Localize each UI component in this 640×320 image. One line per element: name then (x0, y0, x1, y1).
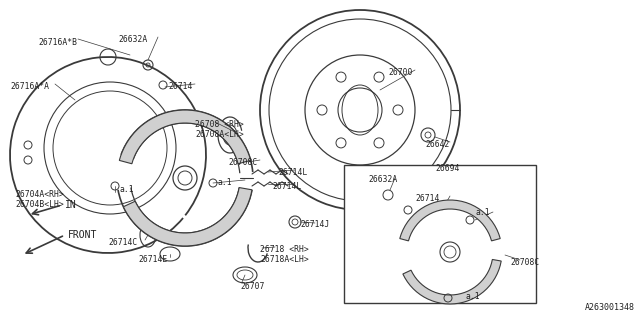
Text: 26714: 26714 (415, 194, 440, 203)
Text: 26714C: 26714C (108, 238, 137, 247)
Text: 26707: 26707 (240, 282, 264, 291)
Text: IN: IN (65, 200, 77, 210)
Text: 26714J: 26714J (300, 220, 329, 229)
Bar (344, 165, 536, 303)
Text: a.1: a.1 (476, 208, 491, 217)
Text: 26716A*A: 26716A*A (10, 82, 49, 91)
Text: 26642: 26642 (425, 140, 449, 149)
Text: 26704A<RH>: 26704A<RH> (15, 190, 64, 199)
Text: 26632A: 26632A (118, 35, 147, 44)
Text: a.1: a.1 (120, 185, 134, 194)
Text: 26694: 26694 (435, 164, 460, 173)
Text: 26714L: 26714L (272, 182, 301, 191)
Text: 26708C: 26708C (228, 158, 257, 167)
Text: A263001348: A263001348 (585, 303, 635, 312)
Text: 26704B<LH>: 26704B<LH> (15, 200, 64, 209)
Polygon shape (124, 188, 252, 246)
Text: 26716A*B: 26716A*B (38, 38, 77, 47)
Text: 26714L: 26714L (278, 168, 307, 177)
Text: 26632A: 26632A (368, 175, 397, 184)
Polygon shape (119, 110, 251, 164)
Polygon shape (400, 200, 500, 241)
Text: 26708C: 26708C (510, 258, 540, 267)
Text: a.1: a.1 (218, 178, 232, 187)
Text: FRONT: FRONT (68, 230, 97, 240)
Polygon shape (403, 260, 501, 304)
Text: a.1: a.1 (466, 292, 481, 301)
Text: 26708A<LH>: 26708A<LH> (195, 130, 244, 139)
Text: 26718 <RH>: 26718 <RH> (260, 245, 308, 254)
Text: 26700: 26700 (388, 68, 412, 77)
Text: 26708 <RH>: 26708 <RH> (195, 120, 244, 129)
Text: 26714: 26714 (168, 82, 193, 91)
Text: 26714E: 26714E (138, 255, 167, 264)
Text: 26718A<LH>: 26718A<LH> (260, 255, 308, 264)
